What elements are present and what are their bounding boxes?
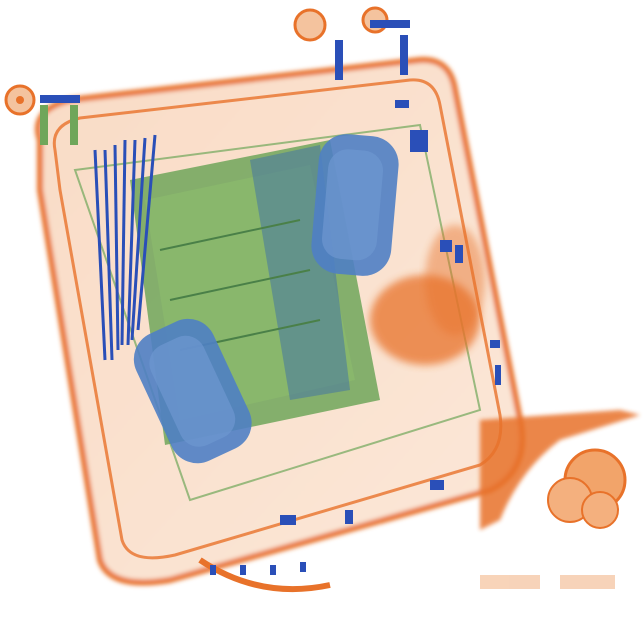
hardware-fragments bbox=[280, 100, 501, 525]
bag-handle-right bbox=[293, 6, 410, 80]
wheel-left bbox=[198, 557, 331, 593]
cable-bundle bbox=[93, 134, 157, 361]
bag-handle-left bbox=[4, 84, 80, 145]
debris bbox=[480, 575, 615, 589]
cylinder-canister-bottom bbox=[133, 318, 252, 464]
cylinder-canister-top bbox=[311, 134, 399, 276]
wheel-right bbox=[547, 448, 627, 529]
bag-corner-pad bbox=[370, 225, 640, 530]
